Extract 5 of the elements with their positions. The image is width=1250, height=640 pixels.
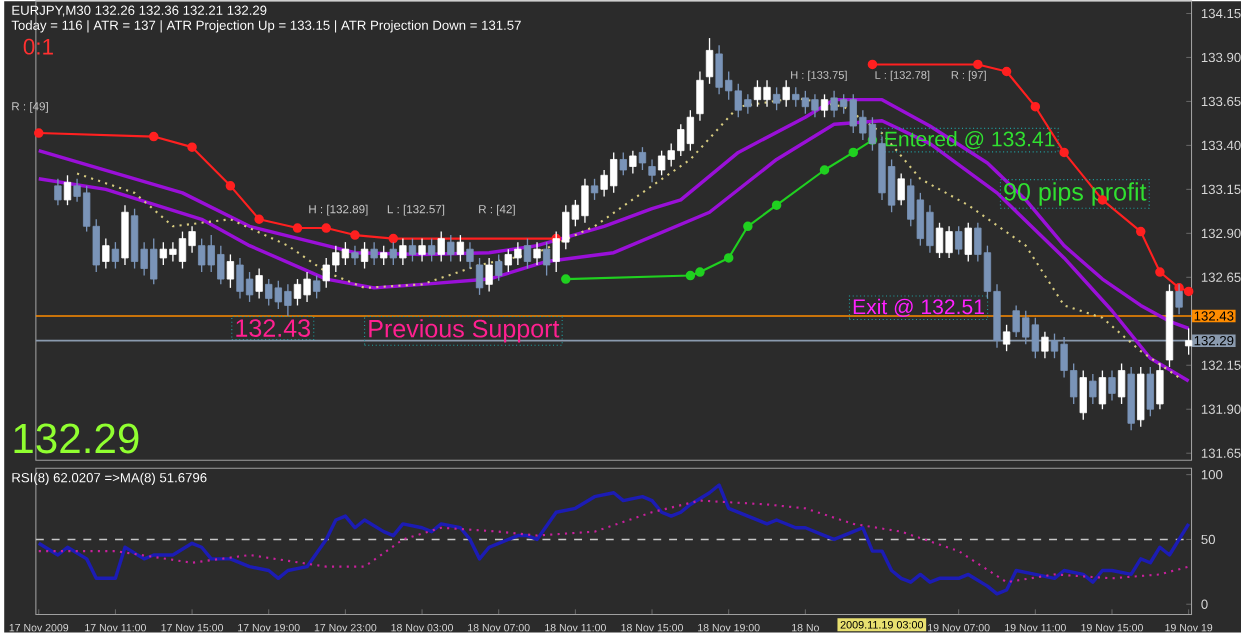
annotation: 0:1: [23, 38, 53, 55]
annotation: 132.43: [236, 319, 310, 337]
annotation: Previous Support: [369, 319, 560, 343]
annotation: Exit @ 132.51: [853, 298, 984, 317]
annotation: 132.29: [14, 423, 139, 454]
